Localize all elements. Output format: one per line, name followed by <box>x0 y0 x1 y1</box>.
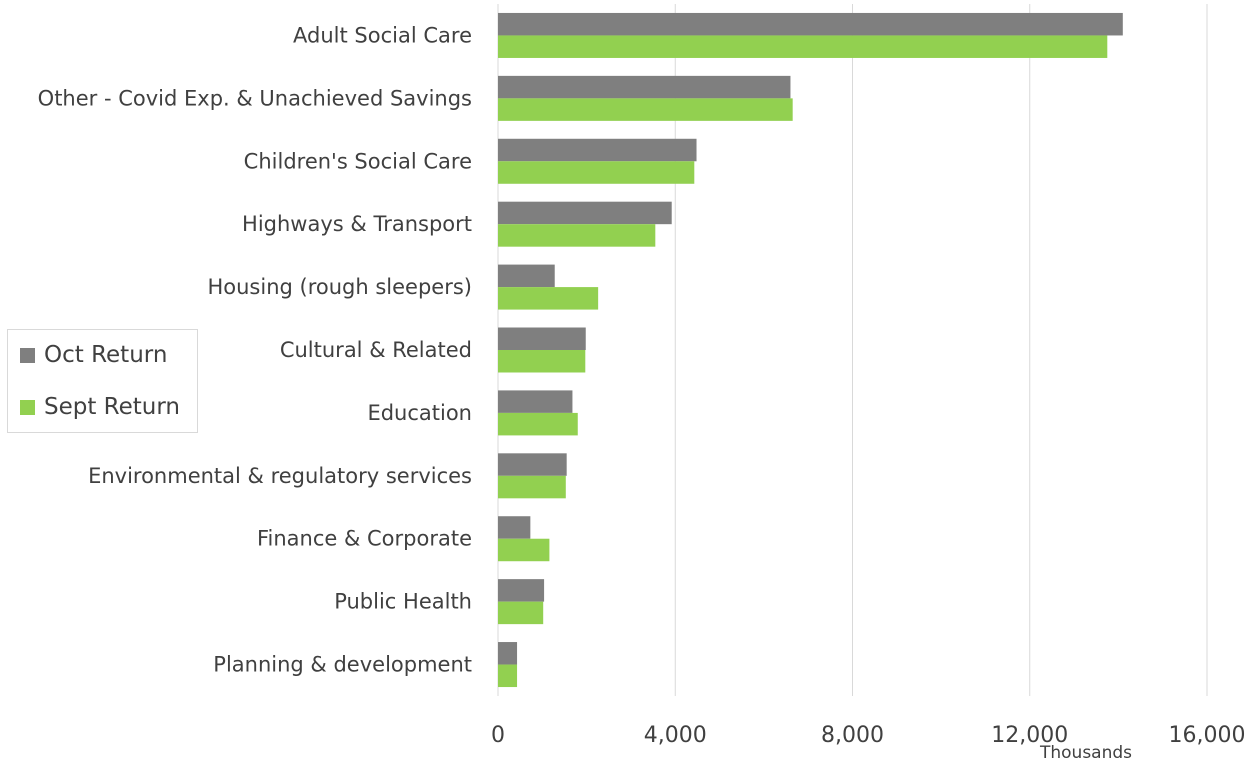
legend-item-sept: Sept Return <box>20 392 180 422</box>
x-tick-label: 16,000 <box>1169 723 1246 748</box>
x-tick-labels: 0 4,000 8,000 12,000 16,000 <box>491 723 1245 748</box>
legend-label-sept: Sept Return <box>44 394 181 420</box>
category-label: Environmental & regulatory services <box>88 464 472 488</box>
x-axis-unit-label: Thousands <box>1039 743 1132 763</box>
x-tick-label: 4,000 <box>644 723 707 748</box>
bar-oct <box>498 579 545 602</box>
bar-oct <box>498 327 586 350</box>
category-label: Planning & development <box>213 653 472 677</box>
bar-oct <box>498 75 791 99</box>
x-tick-label: 8,000 <box>821 723 884 748</box>
bars <box>498 12 1123 688</box>
bar-oct <box>498 201 672 225</box>
x-tick-label: 12,000 <box>991 723 1068 748</box>
legend-swatch-oct <box>20 347 35 363</box>
bar-sept <box>498 224 656 247</box>
category-label: Housing (rough sleepers) <box>207 275 472 299</box>
bar-sept <box>498 601 544 625</box>
bar-oct <box>498 642 518 665</box>
category-label: Highways & Transport <box>242 212 472 236</box>
bar-sept <box>498 161 695 184</box>
bar-sept <box>498 35 1108 58</box>
category-label: Adult Social Care <box>293 23 472 47</box>
x-tick-label: 0 <box>491 723 505 748</box>
bar-sept <box>498 664 518 688</box>
bar-sept <box>498 350 586 373</box>
bar-oct <box>498 264 555 288</box>
bar-oct <box>498 516 531 539</box>
category-label: Other - Covid Exp. & Unachieved Savings <box>38 86 472 110</box>
category-label: Public Health <box>334 590 472 614</box>
legend-item-oct: Oct Return <box>20 340 167 370</box>
bar-sept <box>498 287 599 310</box>
bar-sept <box>498 98 793 121</box>
category-label: Education <box>367 401 472 425</box>
bar-sept <box>498 475 566 499</box>
legend-swatch-sept <box>20 399 35 415</box>
category-label: Cultural & Related <box>280 338 472 362</box>
bar-sept <box>498 412 578 436</box>
category-labels: Adult Social Care Other - Covid Exp. & Un… <box>38 23 472 676</box>
bar-sept <box>498 538 550 562</box>
bar-oct <box>498 12 1123 36</box>
category-label: Children's Social Care <box>244 149 472 173</box>
bar-oct <box>498 138 697 162</box>
category-label: Finance & Corporate <box>257 527 472 551</box>
bar-oct <box>498 390 573 413</box>
bar-oct <box>498 453 567 476</box>
legend-label-oct: Oct Return <box>44 342 168 368</box>
legend: Oct Return Sept Return <box>7 329 198 433</box>
